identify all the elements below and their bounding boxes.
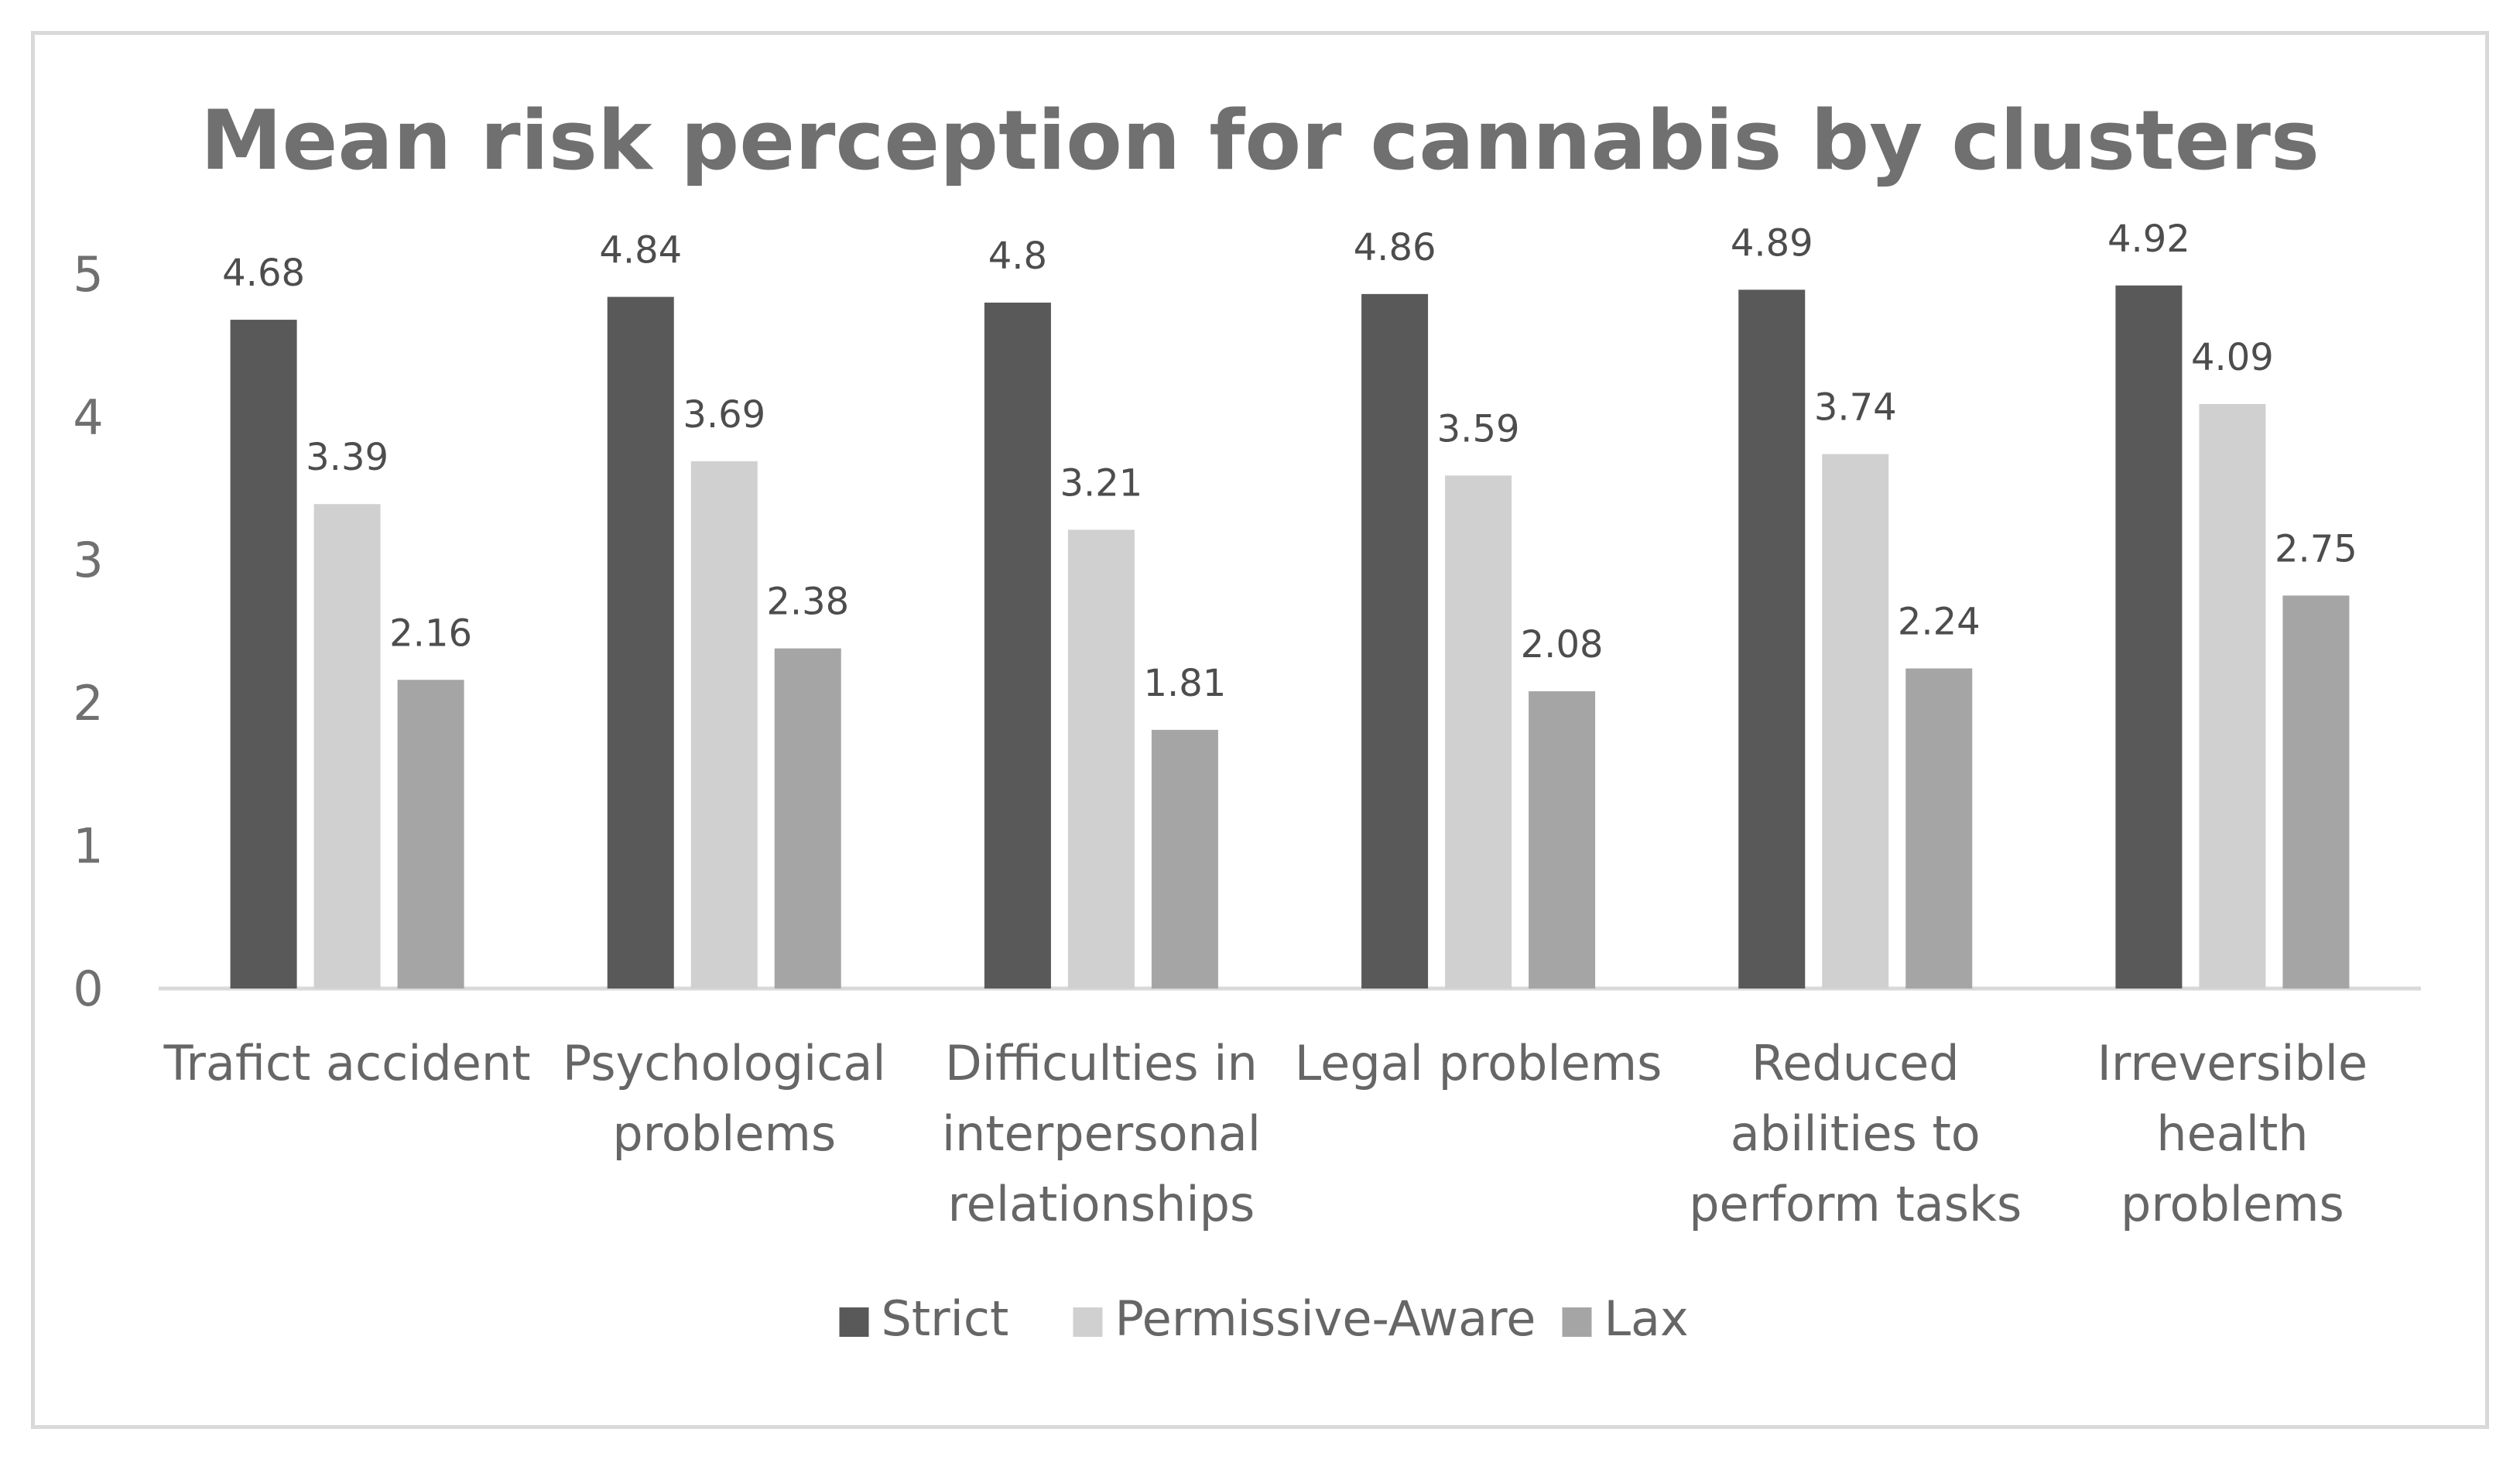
- bar-strict: [984, 302, 1051, 988]
- bar-strict: [607, 296, 674, 988]
- bar-strict: [1738, 290, 1806, 988]
- x-axis-labels: Trafict accident Psychological problems Dif…: [163, 1035, 2368, 1232]
- x-category-line: Difficulties in: [945, 1035, 1258, 1091]
- x-category-line: Reduced: [1751, 1035, 1960, 1091]
- x-category-line: abilities to: [1731, 1105, 1981, 1162]
- bar-lax: [1529, 691, 1596, 988]
- legend-label: Lax: [1604, 1290, 1689, 1347]
- y-tick-label: 5: [73, 246, 103, 303]
- data-label: 3.21: [1060, 461, 1142, 505]
- x-category-label: Irreversible health problems: [2097, 1035, 2368, 1232]
- bar-lax: [1905, 668, 1973, 988]
- legend-swatch: [1562, 1307, 1592, 1337]
- x-category-line: problems: [2121, 1176, 2344, 1232]
- bar-lax: [774, 648, 841, 988]
- data-label: 2.16: [389, 612, 472, 655]
- x-category-line: Irreversible: [2097, 1035, 2368, 1091]
- y-axis-ticks: 0 1 2 3 4 5: [73, 246, 103, 1017]
- legend-swatch: [1073, 1307, 1103, 1337]
- y-tick-label: 0: [73, 961, 103, 1017]
- data-labels: 4.68 3.39 2.16 4.84 3.69 2.38 4.8 3.21 1.81 4.86 3…: [222, 218, 2357, 705]
- bar-permissive-aware: [690, 461, 758, 988]
- data-label: 4.84: [599, 229, 682, 272]
- legend-swatch: [839, 1307, 869, 1337]
- y-tick-label: 1: [73, 817, 103, 874]
- x-category-label: Legal problems: [1295, 1035, 1662, 1091]
- x-category-line: problems: [612, 1105, 836, 1162]
- data-label: 2.24: [1898, 600, 1981, 643]
- data-label: 4.8: [988, 235, 1047, 278]
- x-category-line: relationships: [948, 1176, 1255, 1232]
- bar-permissive-aware: [313, 504, 381, 988]
- bar-strict: [2115, 285, 2183, 988]
- bars: [230, 285, 2350, 988]
- bar-lax: [2282, 595, 2350, 988]
- y-tick-label: 4: [73, 389, 103, 446]
- data-label: 4.92: [2107, 218, 2190, 261]
- legend: Strict Permissive-Aware Lax: [839, 1290, 1689, 1347]
- data-label: 3.74: [1814, 386, 1897, 430]
- legend-label: Strict: [882, 1290, 1009, 1347]
- data-label: 4.86: [1354, 226, 1436, 269]
- x-category-line: perform tasks: [1689, 1176, 2022, 1232]
- data-label: 2.38: [766, 581, 849, 624]
- bar-strict: [230, 320, 297, 988]
- x-category-line: health: [2156, 1105, 2308, 1162]
- x-category-label: Reduced abilities to perform tasks: [1689, 1035, 2022, 1232]
- data-label: 1.81: [1143, 662, 1226, 705]
- x-category-label: Trafict accident: [163, 1035, 531, 1091]
- x-category-label: Difficulties in interpersonal relationship…: [942, 1035, 1261, 1232]
- legend-item: Strict: [839, 1290, 1009, 1347]
- bar-permissive-aware: [1445, 475, 1512, 988]
- bar-strict: [1361, 293, 1429, 988]
- data-label: 2.08: [1521, 623, 1604, 666]
- chart-title: Mean risk perception for cannabis by clu…: [200, 93, 2320, 188]
- bar-lax: [1151, 729, 1218, 988]
- data-label: 4.89: [1731, 221, 1813, 265]
- bar-lax: [397, 680, 464, 988]
- x-category-line: interpersonal: [942, 1105, 1261, 1162]
- data-label: 3.59: [1437, 407, 1520, 451]
- data-label: 2.75: [2275, 527, 2357, 570]
- legend-item: Permissive-Aware: [1073, 1290, 1536, 1347]
- bar-permissive-aware: [2199, 403, 2266, 988]
- legend-item: Lax: [1562, 1290, 1689, 1347]
- x-category-line: Psychological: [563, 1035, 886, 1091]
- y-tick-label: 2: [73, 675, 103, 732]
- legend-label: Permissive-Aware: [1115, 1290, 1536, 1347]
- x-category-label: Psychological problems: [563, 1035, 886, 1162]
- data-label: 4.68: [222, 252, 305, 295]
- x-category-line: Legal problems: [1295, 1035, 1662, 1091]
- data-label: 3.39: [306, 436, 389, 479]
- data-label: 3.69: [683, 393, 765, 437]
- bar-permissive-aware: [1067, 529, 1135, 988]
- y-tick-label: 3: [73, 532, 103, 588]
- x-category-line: Trafict accident: [163, 1035, 531, 1091]
- bar-permissive-aware: [1822, 454, 1889, 988]
- data-label: 4.09: [2191, 336, 2274, 379]
